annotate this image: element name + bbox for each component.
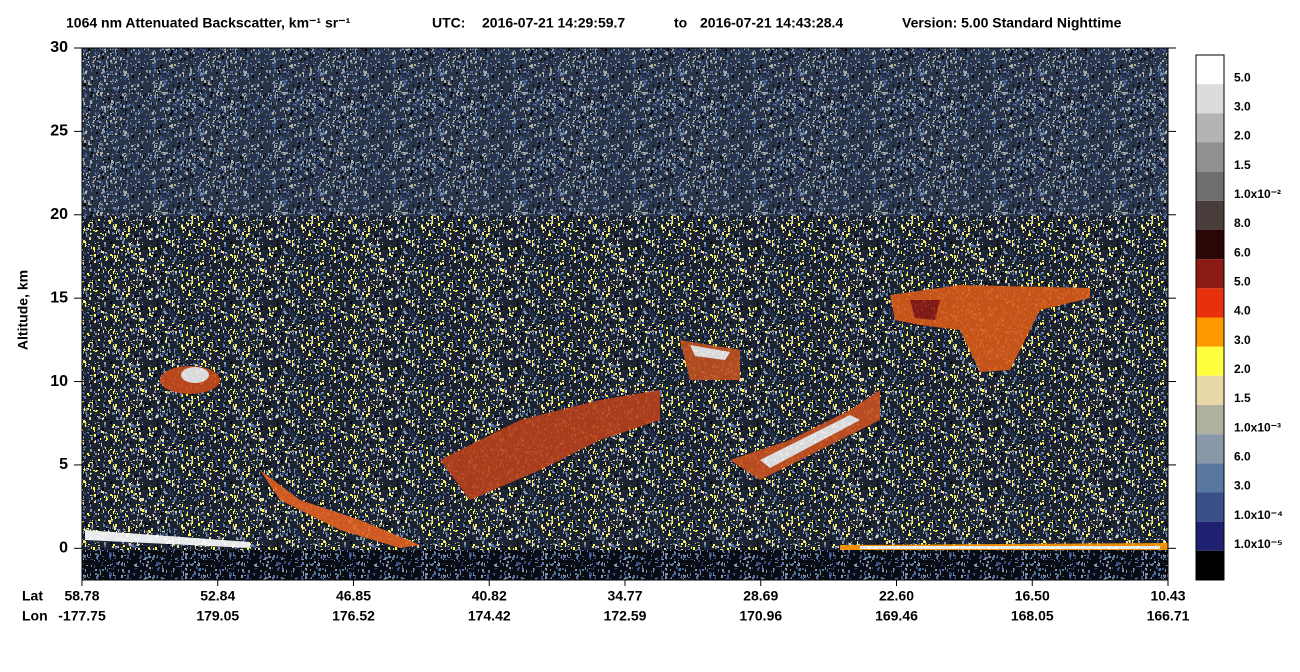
lon-tick-label: 176.52 <box>332 608 375 624</box>
lat-tick-label: 16.50 <box>1015 588 1050 604</box>
lon-tick-label: 168.05 <box>1011 608 1054 624</box>
lat-tick-label: 40.82 <box>472 588 507 604</box>
colorbar-swatch <box>1196 113 1224 143</box>
lon-tick-label: 170.96 <box>739 608 782 624</box>
surface <box>82 550 1168 580</box>
colorbar-swatch <box>1196 521 1224 551</box>
lat-label: Lat <box>22 588 43 604</box>
cloud <box>910 300 940 320</box>
end-time: 2016-07-21 14:43:28.4 <box>700 15 843 31</box>
cloud <box>85 530 250 548</box>
version: Version: 5.00 Standard Nighttime <box>902 15 1122 31</box>
cloud <box>890 285 1090 372</box>
colorbar-label: 3.0 <box>1234 100 1251 114</box>
colorbar-label: 2.0 <box>1234 362 1251 376</box>
colorbar-label: 4.0 <box>1234 304 1251 318</box>
colorbar-label: 1.0x10⁻⁴ <box>1234 508 1283 522</box>
colorbar-frame <box>1195 54 1225 581</box>
y-tick-label: 10 <box>50 373 68 390</box>
lon-tick-label: 166.71 <box>1147 608 1190 624</box>
colorbar-label: 1.5 <box>1234 158 1251 172</box>
utc-label: UTC: <box>432 15 465 31</box>
start-time: 2016-07-21 14:29:59.7 <box>482 15 625 31</box>
chart-title: 1064 nm Attenuated Backscatter, km⁻¹ sr⁻… <box>66 15 351 31</box>
colorbar-swatch <box>1196 230 1224 260</box>
cloud <box>690 345 730 360</box>
colorbar-label: 1.0x10⁻⁵ <box>1234 537 1283 551</box>
cloud <box>760 415 860 468</box>
y-tick-label: 0 <box>59 540 68 557</box>
cloud <box>260 470 420 548</box>
noise-upper <box>82 48 1168 216</box>
y-tick-label: 20 <box>50 206 68 223</box>
lat-tick-label: 46.85 <box>336 588 371 604</box>
colorbar-swatch <box>1196 405 1224 435</box>
noise-lower <box>82 216 1168 550</box>
colorbar-swatch <box>1196 142 1224 172</box>
colorbar-label: 3.0 <box>1234 479 1251 493</box>
cloud <box>860 546 1160 549</box>
lon-tick-label: -177.75 <box>58 608 106 624</box>
colorbar-swatch <box>1196 259 1224 289</box>
colorbar-swatch <box>1196 434 1224 464</box>
lat-tick-label: 52.84 <box>200 588 235 604</box>
cloud <box>440 390 660 500</box>
lon-tick-label: 172.59 <box>604 608 647 624</box>
lat-tick-label: 58.78 <box>64 588 99 604</box>
colorbar-label: 1.0x10⁻² <box>1234 187 1281 201</box>
colorbar-label: 8.0 <box>1234 216 1251 230</box>
title-bar: 1064 nm Attenuated Backscatter, km⁻¹ sr⁻… <box>66 15 1122 31</box>
colorbar-label: 6.0 <box>1234 245 1251 259</box>
colorbar-swatch <box>1196 346 1224 376</box>
lat-tick-label: 34.77 <box>607 588 642 604</box>
y-axis-label: Altitude, km <box>15 270 31 350</box>
colorbar-swatch <box>1196 171 1224 201</box>
to-label: to <box>674 15 687 31</box>
cloud <box>181 367 209 383</box>
colorbar-swatch <box>1196 84 1224 114</box>
colorbar-label: 6.0 <box>1234 450 1251 464</box>
colorbar-swatch <box>1196 288 1224 318</box>
lat-tick-label: 10.43 <box>1150 588 1185 604</box>
colorbar-swatch <box>1196 317 1224 347</box>
lon-tick-label: 169.46 <box>875 608 918 624</box>
cloud-features <box>85 285 1168 550</box>
colorbar-label: 5.0 <box>1234 275 1251 289</box>
lat-tick-label: 28.69 <box>743 588 778 604</box>
lon-tick-label: 174.42 <box>468 608 511 624</box>
y-tick-label: 25 <box>50 123 68 140</box>
colorbar-swatch <box>1196 492 1224 522</box>
colorbar-label: 1.5 <box>1234 391 1251 405</box>
colorbar-swatch <box>1196 55 1224 85</box>
colorbar-swatch <box>1196 375 1224 405</box>
y-tick-label: 30 <box>50 39 68 56</box>
colorbar-label: 5.0 <box>1234 70 1251 84</box>
lon-label: Lon <box>22 608 48 624</box>
colorbar-label: 3.0 <box>1234 333 1251 347</box>
lat-tick-label: 22.60 <box>879 588 914 604</box>
colorbar-swatch <box>1196 550 1224 580</box>
lon-tick-label: 179.05 <box>196 608 239 624</box>
colorbar-label: 2.0 <box>1234 129 1251 143</box>
colorbar-swatch <box>1196 200 1224 230</box>
y-tick-label: 5 <box>59 456 68 473</box>
y-tick-label: 15 <box>50 289 68 306</box>
colorbar-label: 1.0x10⁻³ <box>1234 420 1281 434</box>
colorbar-swatch <box>1196 463 1224 493</box>
